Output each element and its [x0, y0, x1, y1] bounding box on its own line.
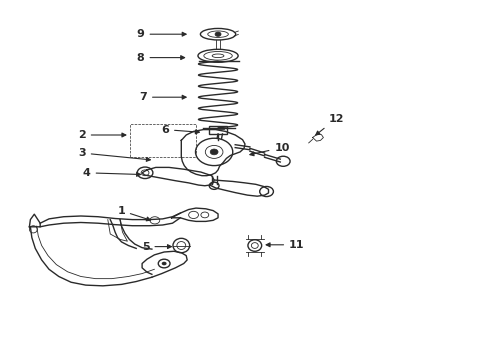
Text: 9: 9	[137, 29, 186, 39]
Text: 5: 5	[142, 242, 172, 252]
Text: 6: 6	[161, 125, 199, 135]
Text: 1: 1	[117, 206, 150, 221]
Circle shape	[215, 32, 221, 36]
Text: 3: 3	[78, 148, 150, 161]
Circle shape	[210, 149, 218, 155]
Text: 12: 12	[316, 114, 344, 135]
Text: 2: 2	[78, 130, 126, 140]
Text: 11: 11	[266, 240, 305, 250]
Bar	[209, 126, 227, 134]
Text: 10: 10	[250, 143, 290, 156]
Text: 7: 7	[139, 92, 186, 102]
Circle shape	[162, 262, 167, 265]
Text: 4: 4	[83, 168, 141, 178]
Bar	[130, 124, 196, 157]
Text: 8: 8	[137, 53, 185, 63]
